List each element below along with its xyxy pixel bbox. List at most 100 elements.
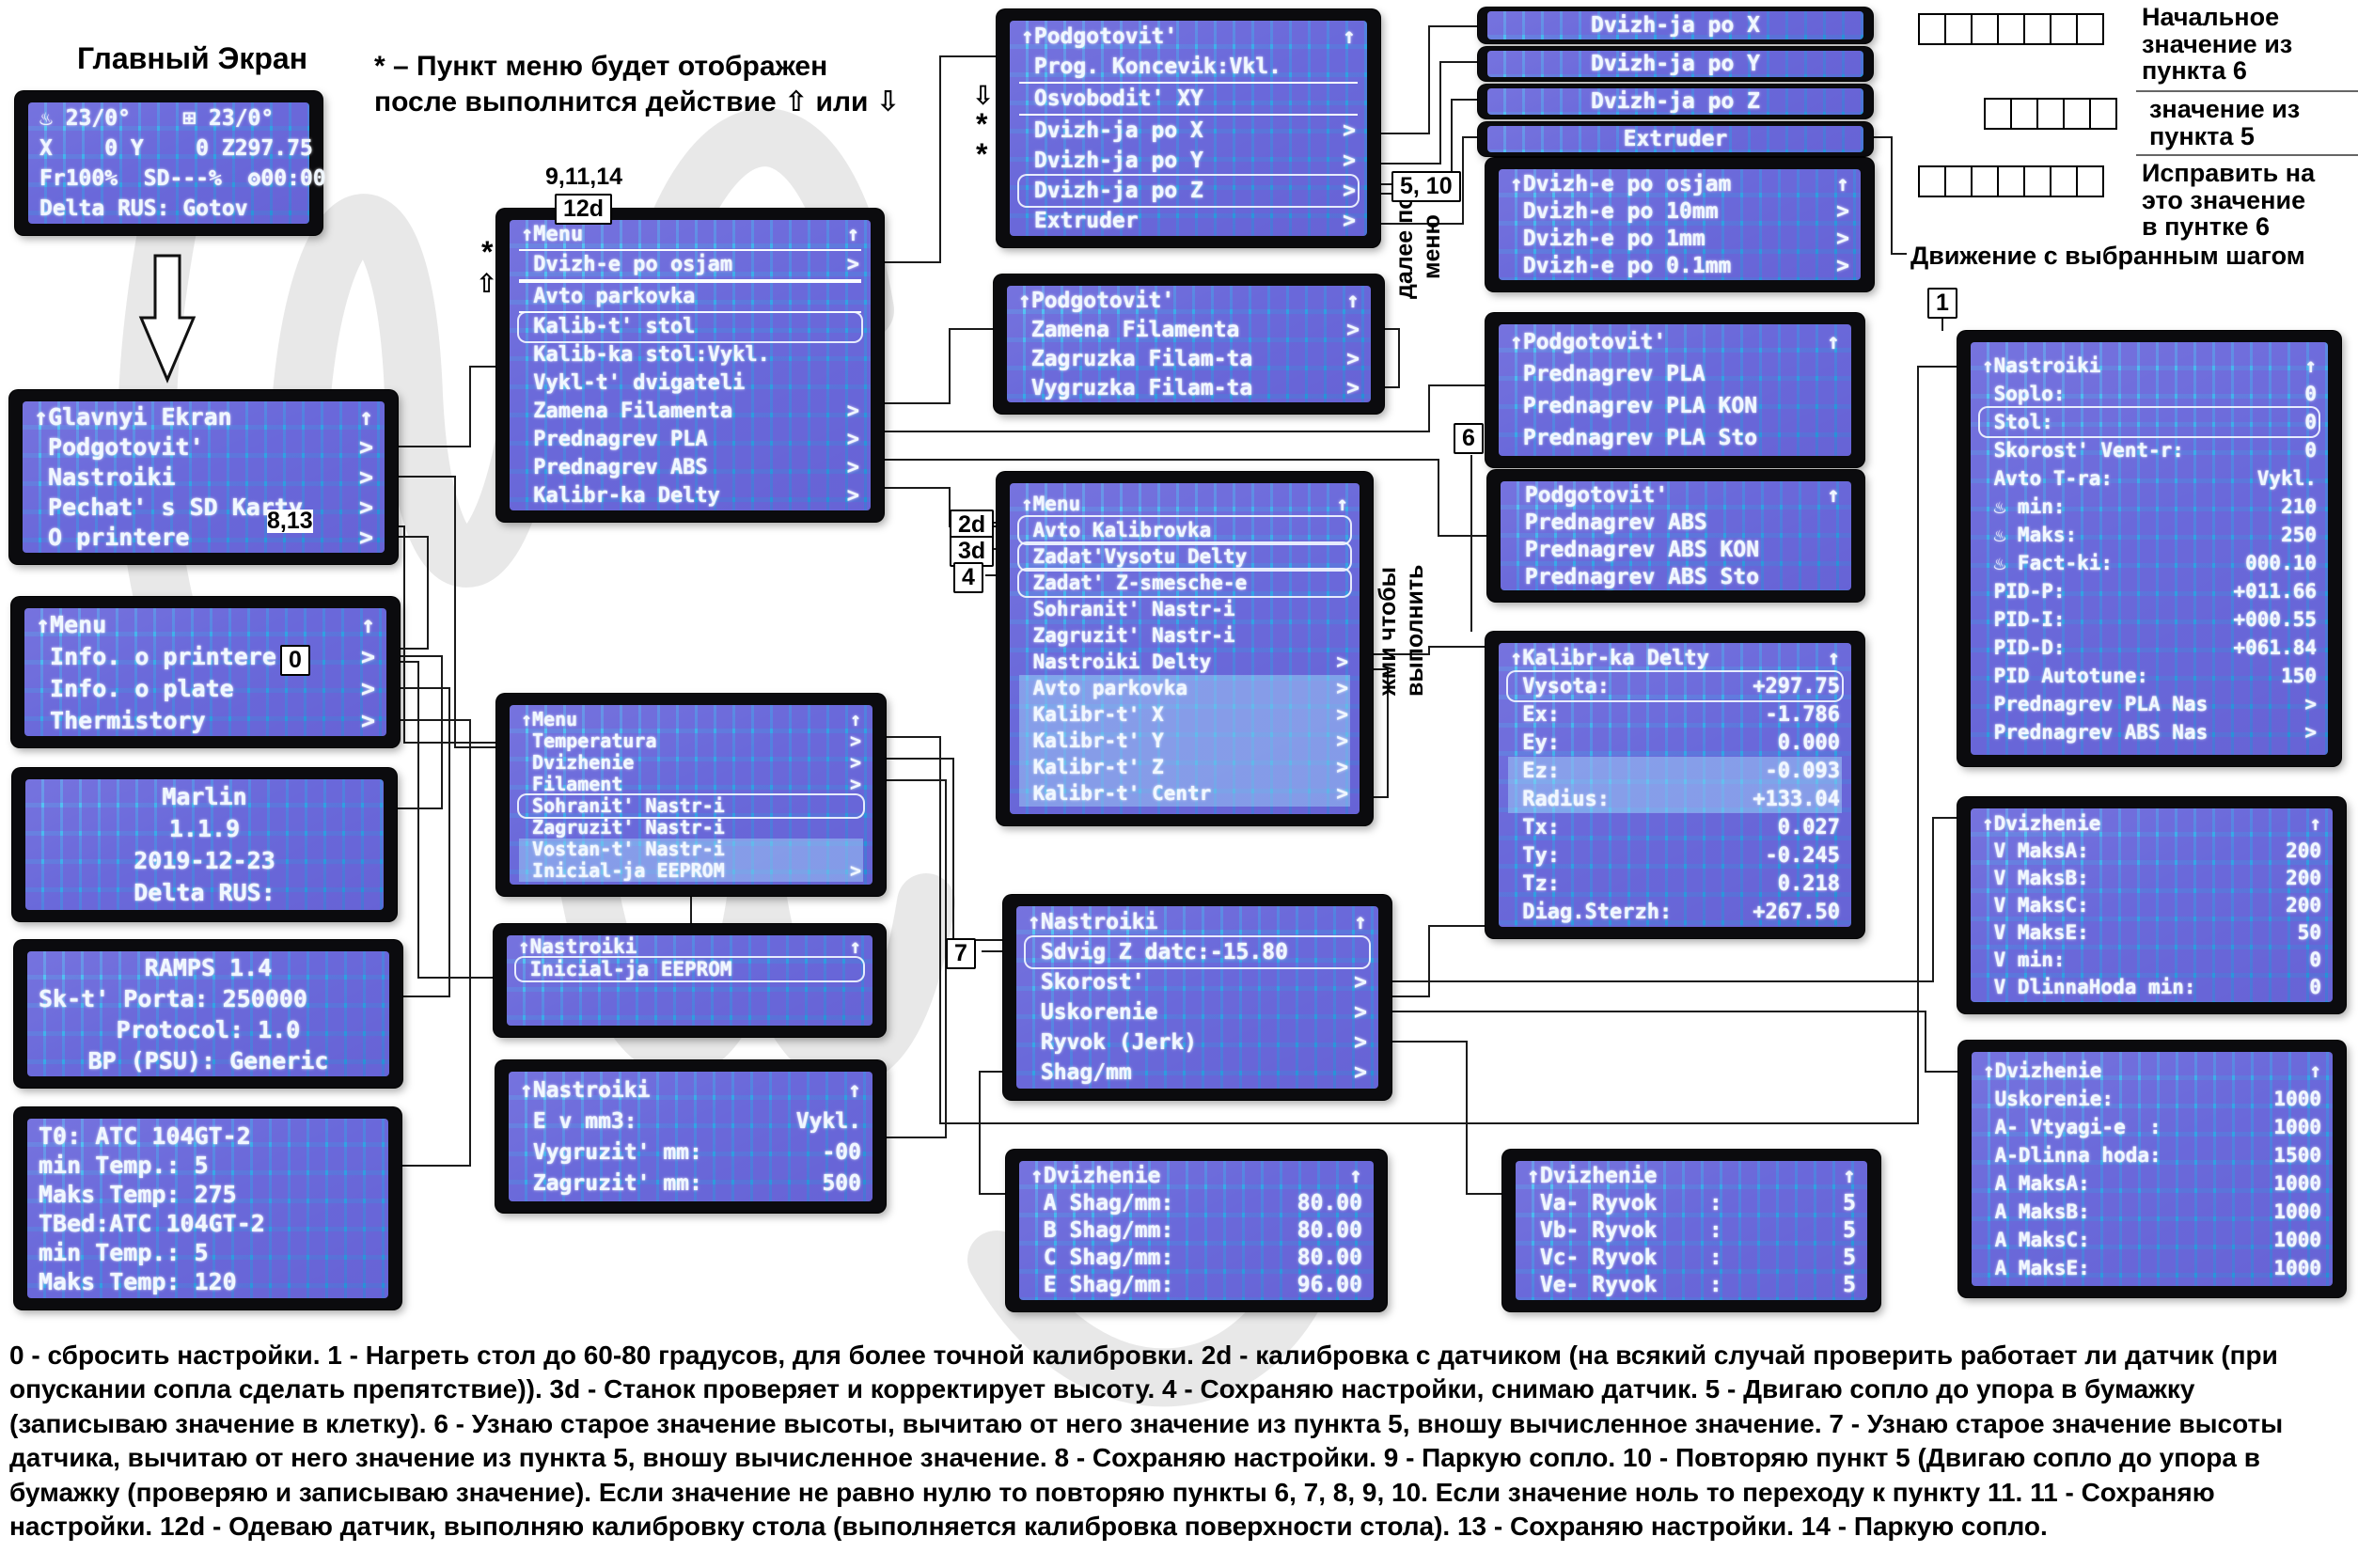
label-fix-value: Исправить на это значение в пунтке 6: [2142, 159, 2316, 242]
lcd-line: PID-D: +061.84: [1982, 635, 2317, 659]
lcd-line: E Shag/mm: 96.00: [1030, 1273, 1362, 1297]
lcd-main-status-screen: ♨ 23/0° ⊞ 23/0° X 0 Y 0 Z297.75 Fr100% SD-…: [15, 91, 326, 235]
lcd-glass: RAMPS 1.4 Sk-t' Porta: 250000 Protocol: 1.…: [27, 951, 389, 1076]
lcd-line: Dvizh-ja po Y: [1590, 52, 1760, 76]
lcd-line: Kalibr-t' Z >: [1019, 754, 1350, 780]
check-cell: [1971, 13, 1999, 45]
lcd-nastroiki-filament: ↑Nastroiki ↑ E v mm3: Vykl. Vygruzit' mm: -…: [495, 1060, 886, 1213]
lcd-glass: Marlin 1.1.9 2019-12-23 Delta RUS:: [25, 779, 384, 910]
lcd-line: Tz: 0.218: [1510, 871, 1840, 896]
lcd-line: Vb- Ryvok :5: [1527, 1218, 1856, 1243]
lcd-line: Marlin: [162, 783, 247, 810]
lcd-line: Prednagrev ABS >: [521, 456, 859, 479]
lcd-line: Prednagrev PLA KON: [1510, 394, 1758, 418]
lcd-line: Temperatura >: [521, 729, 861, 752]
lcd-line: Zamena Filamenta >: [521, 400, 859, 423]
lcd-line: Maks Temp: 120: [39, 1267, 237, 1295]
tag-4: 4: [953, 562, 983, 593]
lcd-podgotovit-menu: ↑Menu ↑ Dvizh-e po osjam > Avto parkovka K…: [496, 209, 884, 522]
lcd-line: Info. o plate >: [36, 674, 375, 702]
lcd-line: 2019-12-23: [134, 847, 275, 874]
lcd-glass: ↑Podgotovit' ↑ Prog. Koncevik:Vkl. Osvobo…: [1010, 21, 1367, 236]
lcd-line: Dvizh-ja po Z >: [1019, 176, 1358, 206]
lcd-line: ↑Dvizhenie ↑: [1527, 1164, 1856, 1188]
lcd-line: Skorost' Vent-r: 0: [1982, 438, 2317, 462]
tag-0: 0: [280, 645, 310, 676]
lcd-line: Shag/mm >: [1028, 1060, 1367, 1085]
lcd-ramps-board-info: RAMPS 1.4 Sk-t' Porta: 250000 Protocol: 1.…: [14, 940, 402, 1088]
legend-text: 0 - сбросить настройки. 1 - Нагреть стол…: [9, 1341, 2284, 1541]
lcd-line: PID-P: +011.66: [1982, 579, 2317, 603]
lcd-line: Kalibr-t' Centr >: [1019, 780, 1350, 807]
lcd-kalibrovka-menu: ↑Menu ↑ Avto Kalibrovka Zadat'Vysotu Delt…: [997, 472, 1373, 825]
lcd-info-menu: ↑Menu ↑ Info. o printere > Info. o plate > …: [11, 597, 400, 747]
lcd-line: Prednagrev ABS: [1512, 510, 1707, 535]
lcd-line: Podgotovit' ↑: [1512, 482, 1840, 508]
check-cell: [2050, 13, 2078, 45]
lcd-line: A Shag/mm: 80.00: [1030, 1191, 1362, 1215]
lcd-line: [516, 1003, 863, 1026]
label-zhmi-vypolnit: жми чтобы выполнить: [1375, 564, 1428, 698]
lcd-line: V MaksB: 200: [1982, 867, 2321, 889]
lcd-line: Thermistory >: [36, 706, 375, 734]
lcd-line: Dvizh-ja po X >: [1021, 118, 1356, 143]
lcd-line: Diag.Sterzh: +267.50: [1510, 900, 1840, 924]
check-cell: [2010, 98, 2038, 130]
lcd-line: Vostan-t' Nastr-i: [519, 838, 863, 860]
lcd-line: ↑Menu ↑: [521, 708, 861, 730]
lcd-line: A MaksA: 1000: [1983, 1171, 2321, 1195]
lcd-line: Vysota: +297.75: [1508, 672, 1842, 700]
lcd-line: Pechat' s SD Karty >: [34, 494, 373, 521]
lcd-line: Ex: -1.786: [1510, 702, 1840, 727]
lcd-line: Dvizh-ja po Z: [1590, 89, 1760, 114]
check-cell: [1997, 165, 2025, 197]
check-cell: [1971, 165, 1999, 197]
check-cell: [1997, 13, 2025, 45]
lcd-line: Extruder: [1623, 127, 1728, 151]
lcd-line: Avto T-ra: Vykl.: [1982, 466, 2317, 490]
lcd-line: BP (PSU): Generic: [87, 1046, 329, 1074]
lcd-line: Prednagrev ABS Sto: [1512, 564, 1760, 589]
lcd-line: A MaksC: 1000: [1983, 1228, 2321, 1251]
lcd-dvizh-step-menu: ↑Dvizh-e po osjam ↑ Dvizh-e po 10mm > Dviz…: [1486, 158, 1874, 291]
lcd-strip-dvizh-z: Dvizh-ja po Z: [1478, 85, 1873, 118]
lcd-glass: ↑Menu ↑ Info. o printere > Info. o plate > …: [24, 608, 386, 736]
lcd-line: Dvizhenie >: [521, 751, 861, 774]
lcd-line: Prednagrev PLA >: [521, 428, 859, 451]
lcd-glass: ↑Dvizhenie ↑ V MaksA: 200 V MaksB: 200 V Ma…: [1971, 808, 2333, 1002]
lcd-line: Avto parkovka: [519, 280, 861, 313]
lcd-line: Sohranit' Nastr-i: [519, 794, 863, 817]
lcd-line: Vygruzit' mm: -00: [520, 1139, 861, 1165]
lcd-line: Skorost' >: [1028, 970, 1367, 995]
tag-5-10: 5, 10: [1391, 171, 1461, 202]
check-cell: [1944, 13, 1973, 45]
lcd-dvizhenie-uskorenie: ↑Dvizhenie ↑ Uskorenie: 1000 A- Vtyagi-e :…: [1958, 1041, 2346, 1297]
lcd-line: min Temp.: 5: [39, 1238, 209, 1266]
lcd-line: ↑Nastroiki ↑: [518, 935, 861, 958]
lcd-nastroiki-temperatura: ↑Nastroiki ↑ Soplo: 0 Stol: 0 Skorost' Vent…: [1957, 331, 2341, 766]
lcd-line: Zadat' Z-smesche-e: [1019, 570, 1350, 596]
lcd-line: Protocol: 1.0: [116, 1015, 301, 1043]
lcd-line: X 0 Y 0 Z297.75: [39, 135, 313, 161]
lcd-line: PID Autotune: 150: [1982, 664, 2317, 687]
lcd-line: Sdvig Z datc:-15.80: [1026, 937, 1369, 967]
lcd-line: ↑Menu ↑: [521, 223, 859, 246]
star-marker: *: [976, 137, 988, 171]
lcd-line: Osvobodit' XY: [1019, 81, 1358, 116]
value-grid-row1: [1918, 13, 2104, 45]
lcd-glass: ↑Menu ↑ Avto Kalibrovka Zadat'Vysotu Delt…: [1010, 483, 1360, 814]
check-cell: [2023, 13, 2051, 45]
lcd-line: ♨ Fact-ki: 000.10: [1982, 551, 2317, 574]
lcd-line: Maks Temp: 275: [39, 1180, 237, 1208]
lcd-line: Zagruzit' mm: 500: [520, 1170, 861, 1196]
lcd-line: Inicial-ja EEPROM >: [519, 859, 863, 882]
lcd-line: Extruder >: [1021, 208, 1356, 233]
lcd-line: 1.1.9: [168, 815, 241, 842]
lcd-line: Ey: 0.000: [1510, 730, 1840, 755]
asterisk-note: * – Пункт меню будет отображен после вып…: [374, 51, 900, 118]
lcd-line: Prog. Koncevik:Vkl.: [1021, 54, 1281, 79]
lcd-line: TBed:ATC 104GT-2: [39, 1209, 265, 1237]
lcd-glass: Extruder: [1487, 126, 1863, 152]
lcd-line: ↑Menu ↑: [36, 610, 375, 638]
lcd-line: ♨ Maks: 250: [1982, 523, 2317, 546]
